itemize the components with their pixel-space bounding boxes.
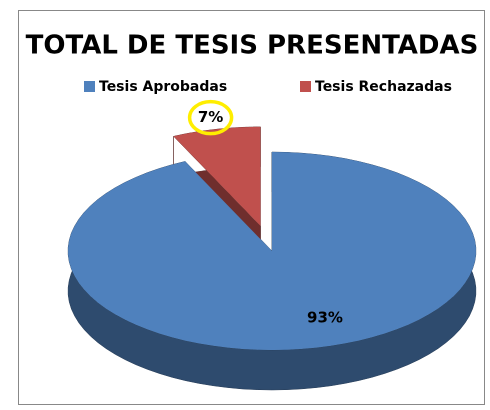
data-label: 7% bbox=[198, 108, 223, 126]
chart-title: TOTAL DE TESIS PRESENTADAS bbox=[26, 31, 479, 61]
highlight-circle bbox=[187, 99, 234, 136]
slice bbox=[68, 152, 476, 350]
legend-label: Tesis Aprobadas bbox=[99, 79, 227, 95]
data-label: 93% bbox=[307, 309, 343, 327]
legend-label: Tesis Rechazadas bbox=[315, 79, 452, 95]
slice bbox=[173, 126, 261, 226]
legend-swatch bbox=[300, 81, 311, 92]
legend-swatch bbox=[84, 81, 95, 92]
